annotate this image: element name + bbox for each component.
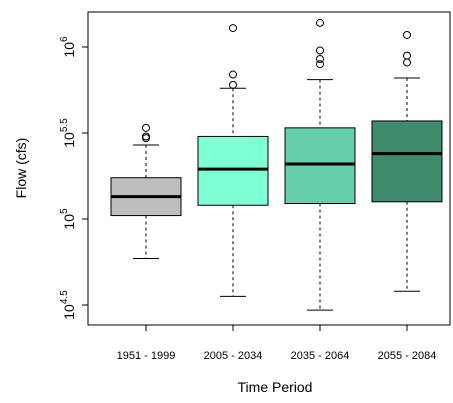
boxes-layer <box>110 18 443 311</box>
box-group-3 <box>371 30 443 292</box>
y-tick-label-base: 10 <box>61 214 77 230</box>
outlier-point <box>403 30 411 39</box>
y-tick-label-2: 105.5 <box>59 118 77 148</box>
box-iqr <box>371 120 443 203</box>
outlier-point <box>142 123 150 132</box>
box-group-2 <box>284 18 356 311</box>
x-axis: 1951 - 1999 2005 - 2034 2035 - 2064 2055 - … <box>117 324 437 362</box>
outlier-point <box>229 24 237 33</box>
outlier-point <box>316 18 324 27</box>
outlier-point <box>229 70 237 79</box>
y-tick-label-exponent: 6 <box>59 36 70 42</box>
box-iqr <box>197 135 269 206</box>
x-axis-title: Time Period <box>238 379 313 395</box>
y-tick-label-exponent: 5 <box>59 208 70 214</box>
box-group-0 <box>110 123 182 260</box>
x-tick-label-1: 2005 - 2034 <box>204 350 263 362</box>
outlier-point <box>142 134 150 143</box>
y-tick-label-base: 10 <box>61 304 77 320</box>
outlier-point <box>403 58 411 67</box>
y-axis-title: Flow (cfs) <box>13 138 29 199</box>
outlier-point <box>229 80 237 89</box>
x-tick-label-3: 2055 - 2084 <box>378 350 437 362</box>
y-tick-label-exponent: 4.5 <box>59 290 70 304</box>
outlier-point <box>142 132 150 141</box>
y-tick-label-1: 105 <box>59 208 77 230</box>
y-tick-label-3: 106 <box>59 36 77 58</box>
y-tick-label-0: 104.5 <box>59 290 77 320</box>
outlier-point <box>316 60 324 69</box>
y-tick-label-exponent: 5.5 <box>59 118 70 132</box>
box-iqr <box>284 127 356 205</box>
outlier-point <box>316 46 324 55</box>
x-tick-label-0: 1951 - 1999 <box>117 350 176 362</box>
outlier-point <box>403 51 411 60</box>
outlier-point <box>316 55 324 64</box>
y-tick-label-base: 10 <box>61 42 77 58</box>
y-tick-label-base: 10 <box>61 132 77 148</box>
box-group-1 <box>197 24 269 297</box>
x-tick-label-2: 2035 - 2064 <box>291 350 350 362</box>
